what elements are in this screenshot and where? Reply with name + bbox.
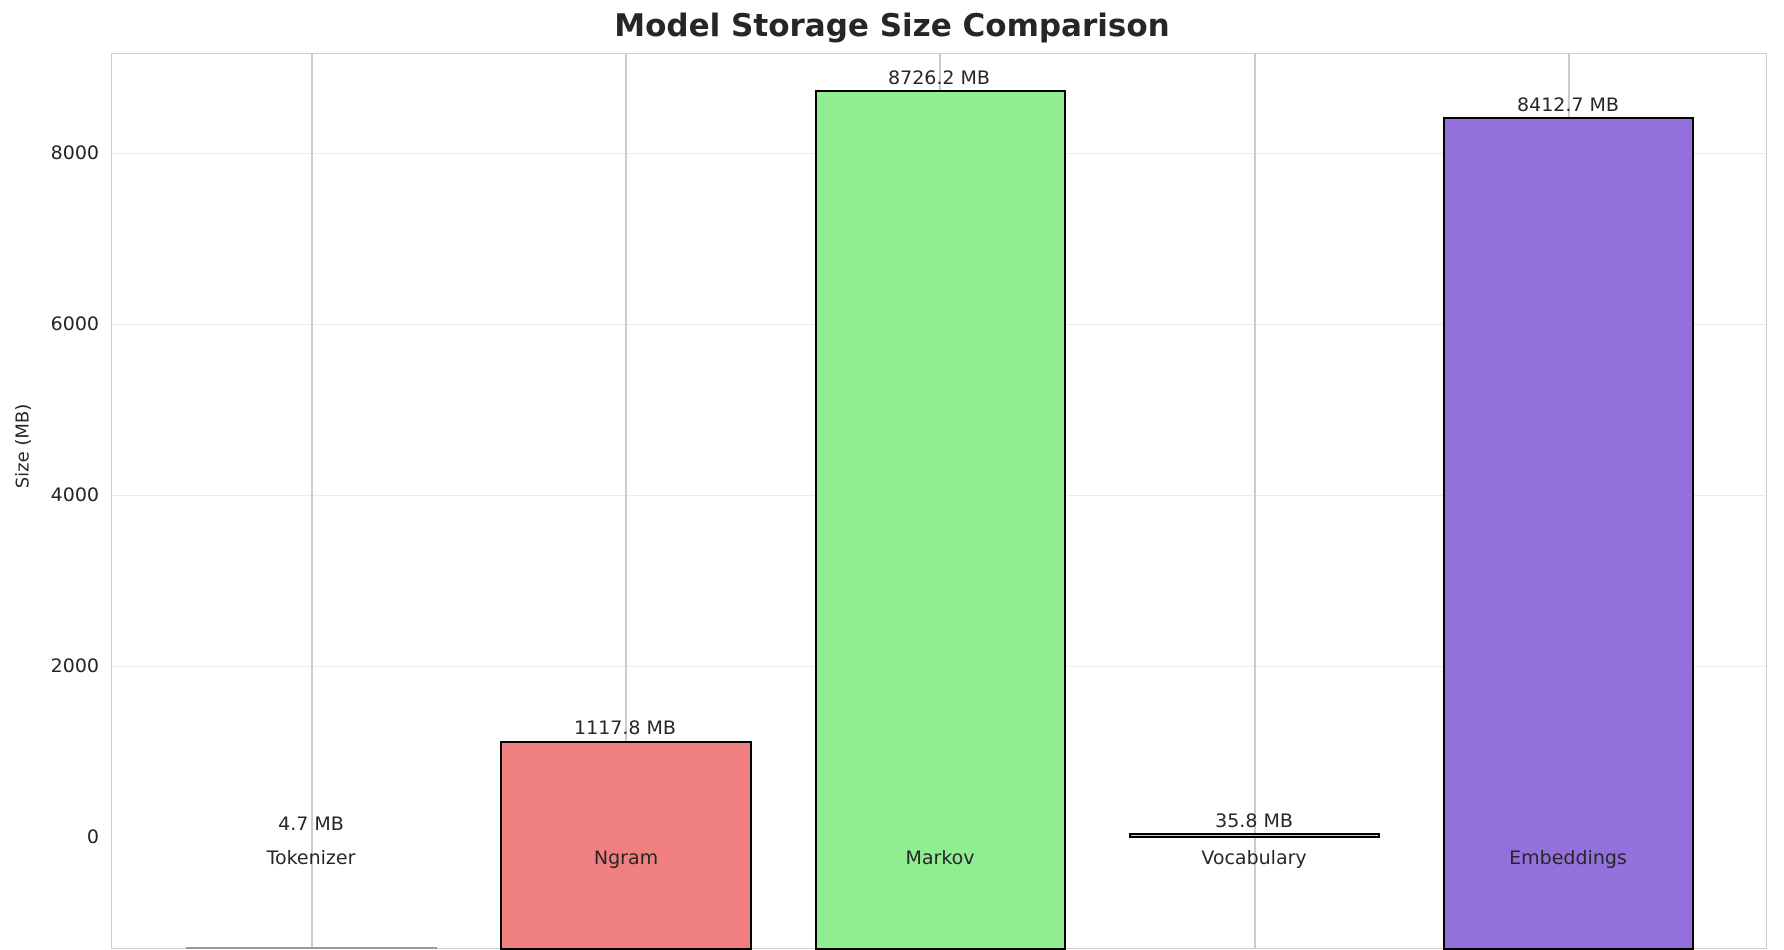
v-gridline [311, 53, 313, 949]
bar-tokenizer [186, 947, 437, 949]
y-tick-label: 2000 [50, 655, 99, 677]
y-tick-label: 6000 [50, 313, 99, 335]
v-gridline [1254, 53, 1256, 949]
x-tick-label: Vocabulary [1201, 847, 1307, 869]
y-tick-label: 0 [86, 826, 99, 848]
y-tick-label: 8000 [50, 142, 99, 164]
bar-value-label: 35.8 MB [1215, 810, 1293, 832]
bar-ngram [500, 741, 752, 950]
chart-title: Model Storage Size Comparison [614, 8, 1170, 44]
x-tick-label: Ngram [593, 847, 659, 869]
bar-value-label: 4.7 MB [278, 813, 344, 835]
bar-embeddings [1443, 117, 1694, 950]
bar-value-label: 8726.2 MB [888, 67, 990, 89]
y-tick-label: 4000 [50, 484, 99, 506]
y-axis-label: Size (MB) [12, 403, 34, 489]
bar-vocabulary [1129, 833, 1380, 838]
x-tick-label: Embeddings [1509, 847, 1627, 869]
bar-value-label: 8412.7 MB [1517, 94, 1619, 116]
v-gridline [625, 53, 627, 949]
bar-value-label: 1117.8 MB [574, 717, 676, 739]
bar-markov [815, 90, 1066, 950]
x-tick-label: Tokenizer [266, 847, 356, 869]
x-tick-label: Markov [905, 847, 975, 869]
